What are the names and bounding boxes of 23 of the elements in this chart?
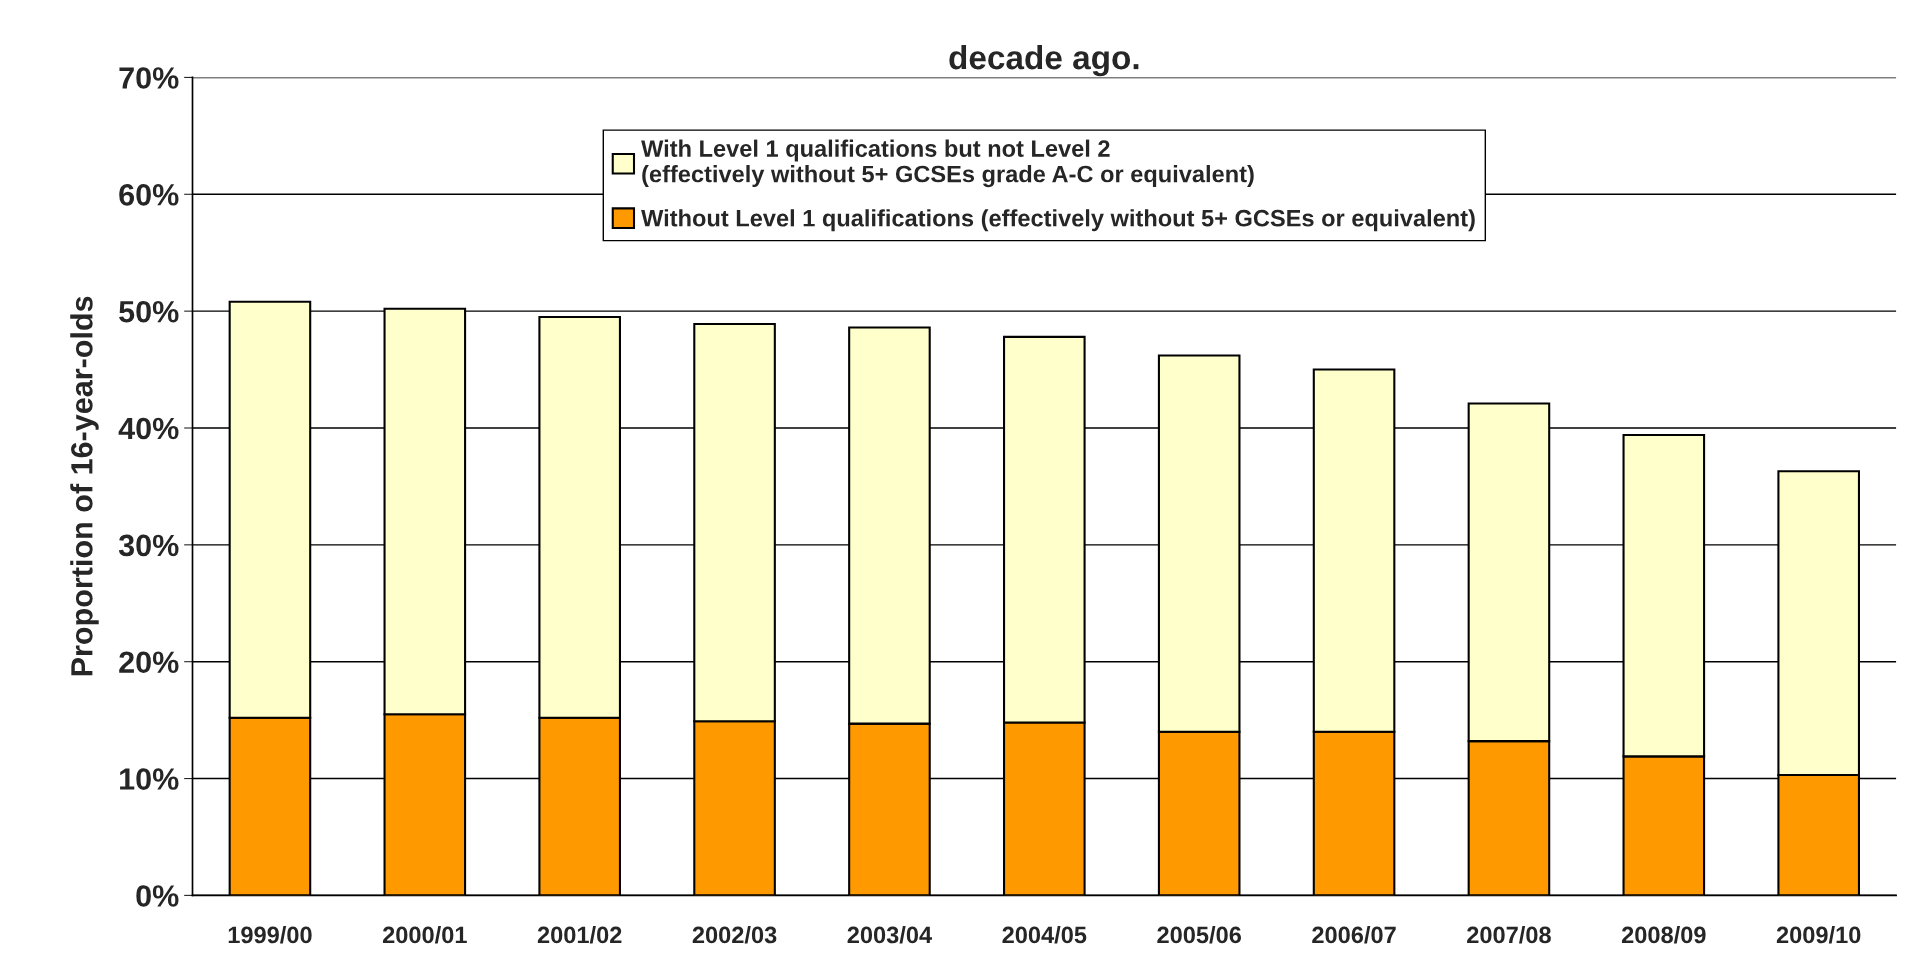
chart-title: decade ago. (949, 44, 1139, 77)
x-tick-label: 2008/09 (1621, 925, 1706, 944)
y-tick-label: 70% (119, 67, 179, 89)
y-tick-label: 50% (119, 300, 179, 323)
y-axis-title: Proportion of 16-year-olds (70, 296, 99, 676)
x-tick-label: 2004/05 (1002, 925, 1087, 944)
y-tick-label: 10% (120, 768, 179, 790)
y-tick-label: 40% (118, 417, 179, 440)
legend-label: With Level 1 qualifications but not Level 2 (effectively without 5+ GCSEs grade A-C or equivalent) (641, 139, 1254, 188)
y-tick-label: 0% (136, 885, 179, 907)
x-tick-label: 2009/10 (1776, 925, 1861, 944)
y-tick-label: 60% (119, 184, 179, 206)
x-tick-label: 2007/08 (1467, 925, 1551, 944)
y-tick-label: 30% (118, 534, 179, 557)
x-tick-label: 2002/03 (692, 925, 777, 944)
legend-label: Without Level 1 qualifications (effectively without 5+ GCSEs or equivalent) (641, 209, 1475, 232)
x-tick-label: 2001/02 (537, 925, 622, 944)
x-tick-label: 2000/01 (382, 925, 467, 944)
x-tick-label: 2003/04 (847, 925, 932, 944)
y-tick-label: 20% (119, 651, 179, 674)
x-tick-label: 2005/06 (1157, 925, 1242, 944)
x-tick-label: 2006/07 (1312, 925, 1396, 944)
x-tick-label: 1999/00 (228, 925, 312, 944)
